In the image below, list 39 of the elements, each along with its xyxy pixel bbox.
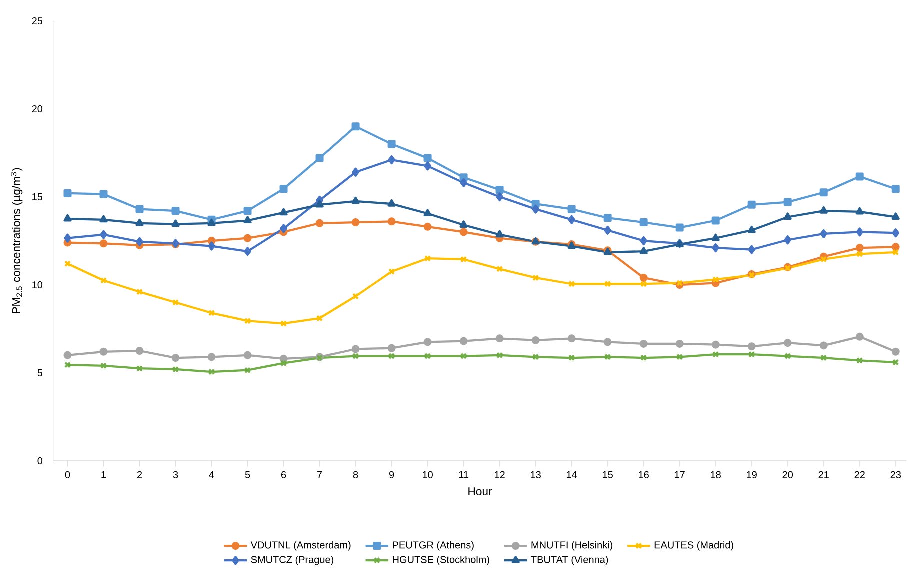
x-tick-label: 0: [65, 471, 70, 478]
x-tick-label: 7: [318, 471, 322, 478]
x-tick-label: 5: [245, 471, 250, 478]
x-tick-label: 16: [639, 471, 649, 478]
legend-label: MNUTFI (Helsinki): [532, 541, 613, 551]
x-tick-label: 23: [890, 471, 901, 478]
x-tick-label: 17: [675, 471, 685, 478]
x-tick-label: 1: [102, 471, 106, 478]
y-tick-label: 5: [38, 370, 43, 376]
legend-label: EAUTES (Madrid): [654, 541, 734, 551]
x-tick-label: 18: [711, 471, 721, 478]
x-tick-label: 11: [459, 471, 469, 478]
y-tick-label: 10: [32, 281, 43, 289]
legend-label: PEUTGR (Athens): [393, 541, 474, 551]
x-tick-label: 2: [137, 471, 142, 478]
x-tick-label: 21: [818, 471, 829, 478]
x-tick-label: 15: [603, 471, 613, 478]
legend-label: VDUTNL (Amsterdam): [250, 541, 351, 551]
x-tick-label: 14: [567, 471, 578, 478]
legend-label: SMUTCZ (Prague): [251, 556, 334, 566]
x-tick-label: 9: [389, 471, 394, 478]
x-tick-label: 6: [282, 471, 286, 478]
x-tick-label: 3: [173, 471, 178, 478]
x-tick-label: 8: [353, 471, 358, 478]
legend-label: TBUTAT (Vienna): [531, 556, 608, 566]
y-tick-label: 15: [32, 194, 43, 200]
y-axis-title: PM$_{2.5}$ concentrations (µg/m$^{3}$): [11, 168, 23, 314]
x-tick-label: 4: [209, 471, 214, 478]
x-tick-label: 19: [747, 471, 757, 478]
x-tick-label: 10: [422, 471, 433, 478]
x-tick-label: 13: [531, 471, 541, 478]
x-tick-label: 22: [854, 471, 865, 478]
x-tick-label: 20: [782, 471, 794, 478]
x-tick-label: 12: [495, 471, 505, 478]
legend-label: HGUTSE (Stockholm): [393, 556, 490, 566]
y-tick-label: 20: [32, 105, 43, 113]
x-axis-title: Hour: [468, 488, 492, 496]
y-tick-label: 25: [32, 17, 43, 25]
y-tick-label: 0: [38, 457, 43, 465]
